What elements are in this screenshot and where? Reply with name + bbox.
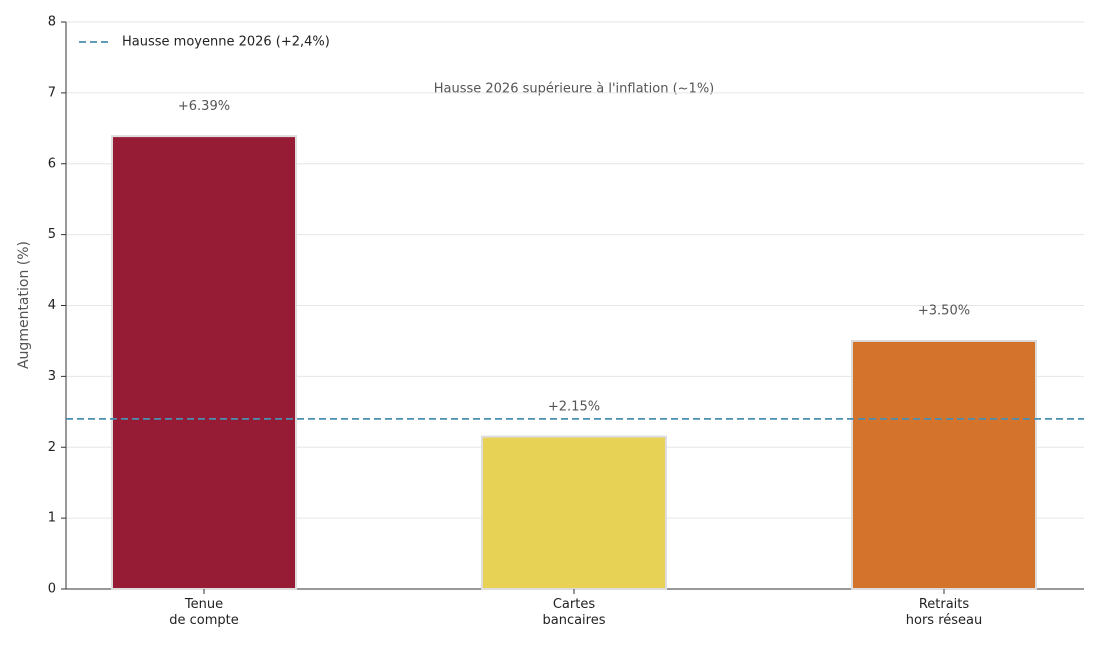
y-tick-label: 2 xyxy=(48,440,56,455)
y-axis-label: Augmentation (%) xyxy=(16,241,32,369)
bar xyxy=(851,339,1037,590)
y-tick-label: 6 xyxy=(48,156,56,171)
x-tick-label: Tenue de compte xyxy=(169,597,239,628)
y-tick-label: 7 xyxy=(48,85,56,100)
y-tick-label: 0 xyxy=(48,582,56,597)
x-tick-label: Retraits hors réseau xyxy=(905,597,983,628)
y-tick-label: 3 xyxy=(48,369,56,384)
value-label: +3.50% xyxy=(918,304,970,319)
bar xyxy=(481,435,667,590)
bar xyxy=(111,135,297,590)
value-label: +2.15% xyxy=(548,399,600,414)
y-tick-label: 1 xyxy=(48,511,56,526)
legend-label: Hausse moyenne 2026 (+2,4%) xyxy=(122,35,330,50)
y-tick-label: 4 xyxy=(48,298,56,313)
value-label: +6.39% xyxy=(178,99,230,114)
annotation: Hausse 2026 supérieure à l'inflation (~1… xyxy=(434,82,715,97)
x-tick-label: Cartes bancaires xyxy=(542,597,606,628)
y-tick-label: 5 xyxy=(48,227,56,242)
y-tick-label: 8 xyxy=(48,15,56,30)
